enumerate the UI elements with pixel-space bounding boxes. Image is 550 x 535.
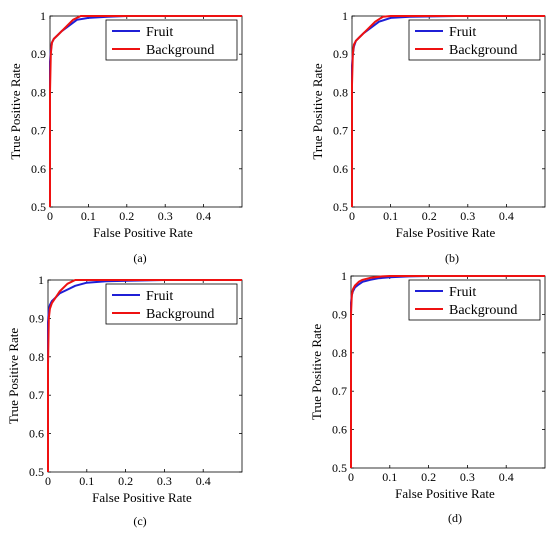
y-axis-label: True Positive Rate — [310, 63, 325, 160]
y-tick-label: 0.8 — [31, 85, 46, 99]
series-line-background — [351, 15, 545, 207]
legend-label: Background — [146, 43, 214, 58]
x-tick-label: 0.1 — [79, 474, 94, 488]
panel-caption: (c) — [133, 514, 146, 528]
y-tick-label: 0.7 — [333, 124, 348, 138]
x-tick-label: 0.2 — [422, 209, 437, 223]
panel-caption: (a) — [133, 251, 146, 265]
legend: Fruit Background — [105, 283, 238, 325]
y-axis-label: True Positive Rate — [8, 63, 23, 160]
series-line-background — [47, 279, 242, 472]
series-line-background — [49, 15, 242, 207]
y-tick-label: 0.6 — [31, 162, 46, 176]
roc-panel-4: 0 0.1 0.2 0.3 0.4 0.5 0.6 0.7 0.8 0.9 1 False Posit… — [309, 269, 546, 525]
roc-panel-1: 0 0.1 0.2 0.3 0.4 0.5 0.6 0.7 0.8 0.9 1 False Posit… — [8, 9, 243, 265]
legend-box — [408, 279, 541, 321]
x-tick-label: 0.4 — [196, 474, 211, 488]
legend: Fruit Background — [408, 279, 541, 321]
legend-label: Fruit — [449, 25, 476, 40]
x-tick-label: 0 — [47, 209, 53, 223]
legend-label: Fruit — [449, 285, 476, 300]
legend-label: Background — [146, 307, 214, 322]
x-tick-label: 0.4 — [499, 209, 514, 223]
panel-caption: (b) — [445, 251, 459, 265]
y-tick-label: 0.5 — [333, 200, 348, 214]
x-axis-label: False Positive Rate — [395, 486, 495, 501]
y-axis-label: True Positive Rate — [6, 328, 21, 425]
y-tick-label: 0.6 — [29, 427, 44, 441]
y-tick-label: 0.8 — [333, 85, 348, 99]
y-tick-label: 1 — [341, 269, 347, 283]
y-tick-label: 0.8 — [332, 346, 347, 360]
x-tick-label: 0.3 — [158, 209, 173, 223]
x-tick-label: 0.4 — [196, 209, 211, 223]
y-tick-label: 0.7 — [332, 384, 347, 398]
legend-label: Background — [449, 43, 517, 58]
x-tick-label: 0 — [45, 474, 51, 488]
y-tick-label: 0.9 — [31, 47, 46, 61]
y-tick-label: 0.9 — [332, 307, 347, 321]
y-tick-label: 1 — [40, 9, 46, 23]
y-tick-label: 0.8 — [29, 350, 44, 364]
x-axis-label: False Positive Rate — [93, 225, 193, 240]
legend-label: Background — [449, 303, 517, 318]
series-line-background — [350, 275, 545, 468]
x-tick-label: 0.1 — [383, 209, 398, 223]
x-tick-label: 0.2 — [119, 209, 134, 223]
legend: Fruit Background — [105, 19, 238, 61]
y-tick-label: 0.5 — [332, 461, 347, 475]
x-tick-label: 0.3 — [460, 209, 475, 223]
legend-box — [105, 19, 238, 61]
x-tick-label: 0 — [348, 470, 354, 484]
y-tick-label: 0.5 — [29, 465, 44, 479]
x-tick-label: 0.4 — [499, 470, 514, 484]
y-axis-label: True Positive Rate — [309, 324, 324, 421]
x-tick-label: 0.3 — [460, 470, 475, 484]
legend-label: Fruit — [146, 289, 173, 304]
legend-label: Fruit — [146, 25, 173, 40]
legend-box — [408, 19, 541, 61]
y-tick-label: 1 — [38, 273, 44, 287]
x-axis-label: False Positive Rate — [92, 490, 192, 505]
x-tick-label: 0.2 — [118, 474, 133, 488]
y-tick-label: 1 — [342, 9, 348, 23]
x-tick-label: 0.2 — [421, 470, 436, 484]
y-tick-label: 0.5 — [31, 200, 46, 214]
legend-box — [105, 283, 238, 325]
x-tick-label: 0.1 — [81, 209, 96, 223]
x-axis-label: False Positive Rate — [396, 225, 496, 240]
x-tick-label: 0.3 — [157, 474, 172, 488]
y-tick-label: 0.7 — [31, 124, 46, 138]
y-tick-label: 0.6 — [332, 423, 347, 437]
y-tick-label: 0.9 — [29, 311, 44, 325]
x-tick-label: 0 — [349, 209, 355, 223]
panel-caption: (d) — [448, 511, 462, 525]
y-tick-label: 0.9 — [333, 47, 348, 61]
x-tick-label: 0.1 — [382, 470, 397, 484]
roc-panel-3: 0 0.1 0.2 0.3 0.4 0.5 0.6 0.7 0.8 0.9 1 False Posit… — [6, 273, 243, 528]
y-tick-label: 0.7 — [29, 388, 44, 402]
roc-panel-2: 0 0.1 0.2 0.3 0.4 0.5 0.6 0.7 0.8 0.9 1 False Posit… — [310, 9, 546, 265]
y-tick-label: 0.6 — [333, 162, 348, 176]
legend: Fruit Background — [408, 19, 541, 61]
